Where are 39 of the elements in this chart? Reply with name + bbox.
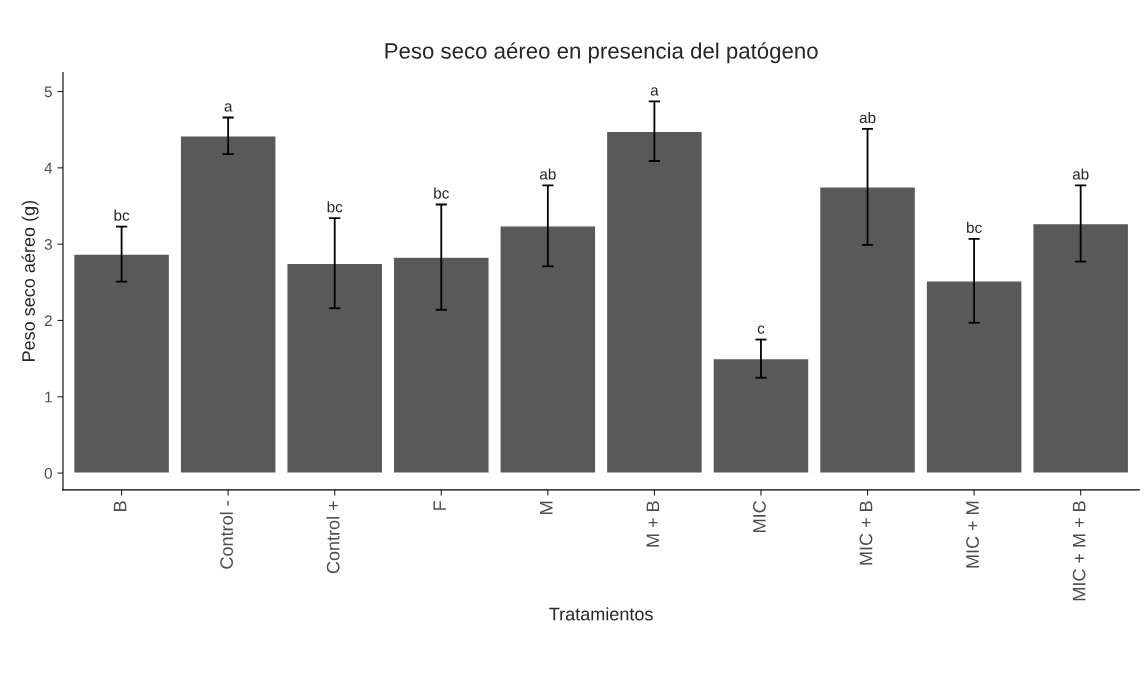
y-tick-label: 4 xyxy=(44,162,53,174)
annotation: a xyxy=(650,87,659,96)
annotation: ab xyxy=(1072,168,1089,180)
bar xyxy=(712,357,810,474)
x-axis-title: Tratamientos xyxy=(549,607,653,621)
bar xyxy=(925,280,1023,474)
bar xyxy=(286,262,384,474)
annotation: bc xyxy=(434,187,449,199)
x-tick-label: MIC + M xyxy=(966,501,979,568)
y-tick-label: 2 xyxy=(44,315,52,327)
x-tick-label: F xyxy=(433,501,446,510)
annotation: a xyxy=(224,103,233,112)
annotation: bc xyxy=(114,209,130,221)
chart-title: Peso seco aéreo en presencia del patógeno xyxy=(385,42,818,64)
annotation: ab xyxy=(859,111,876,124)
annotation: ab xyxy=(540,168,556,180)
bar xyxy=(1032,222,1130,474)
bar xyxy=(72,253,171,474)
x-tick-label: MIC + B xyxy=(859,501,873,565)
y-tick-label: 3 xyxy=(44,239,52,250)
x-tick-label: MIC + M + B xyxy=(1072,501,1086,601)
x-tick-label: Control + xyxy=(326,501,340,574)
x-tick-label: MIC xyxy=(753,501,766,532)
bar xyxy=(605,130,704,474)
y-axis-title: Peso seco aéreo (g) xyxy=(21,201,39,361)
y-tick-label: 0 xyxy=(44,467,52,479)
annotation: bc xyxy=(967,221,982,234)
bar xyxy=(179,135,277,474)
x-tick-label: M + B xyxy=(646,501,660,547)
bar xyxy=(392,256,490,474)
x-tick-label: B xyxy=(113,501,127,511)
y-tick-label: 5 xyxy=(44,86,52,98)
bar xyxy=(818,186,917,474)
annotation: c xyxy=(757,325,765,334)
annotation: bc xyxy=(327,201,343,213)
x-tick-label: Control - xyxy=(219,501,233,569)
y-tick-label: 1 xyxy=(45,391,52,403)
x-tick-label: M xyxy=(540,501,553,514)
bar xyxy=(499,225,597,474)
